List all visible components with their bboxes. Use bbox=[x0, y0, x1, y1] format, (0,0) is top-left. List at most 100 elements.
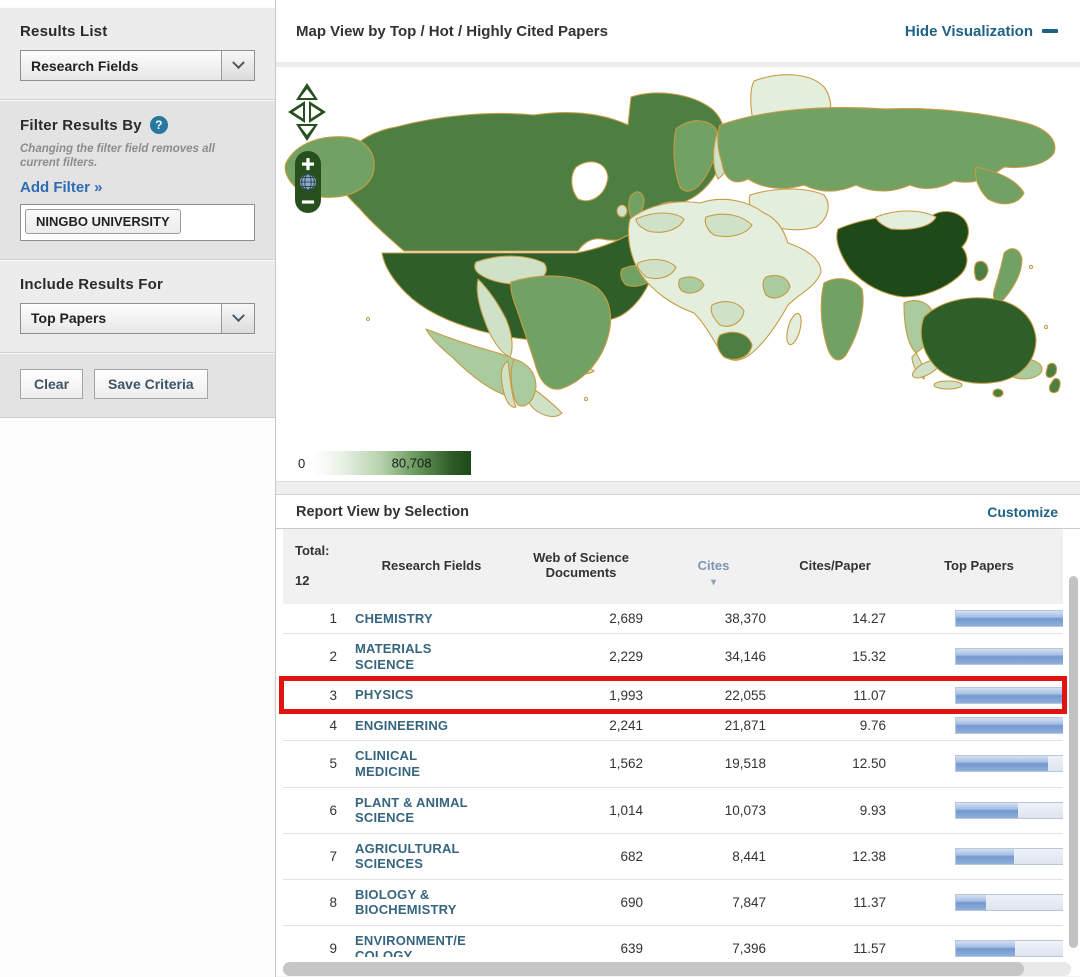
cites-per-paper-value: 12.38 bbox=[775, 832, 895, 880]
column-header-top-papers[interactable]: Top Papers bbox=[895, 529, 1063, 604]
filter-section: Filter Results By ? Changing the filter … bbox=[0, 100, 275, 260]
scale-min-label: 0 bbox=[298, 455, 306, 471]
vertical-scrollbar[interactable] bbox=[1069, 576, 1078, 948]
cites-value: 7,847 bbox=[652, 878, 775, 926]
rank-cell: 1 bbox=[329, 610, 337, 626]
clear-button[interactable]: Clear bbox=[20, 368, 84, 399]
rank-cell: 2 bbox=[283, 633, 353, 680]
table-row: 4 ENGINEERING 2,241 21,871 9.76 bbox=[283, 709, 1063, 741]
cites-per-paper-value: 12.50 bbox=[775, 740, 895, 788]
map-header: Map View by Top / Hot / Highly Cited Pap… bbox=[276, 0, 1080, 67]
table-row: 7 AGRICULTURAL SCIENCES 682 8,441 12.38 bbox=[283, 832, 1063, 880]
report-view-title: Report View by Selection bbox=[296, 503, 469, 520]
chevron-down-icon bbox=[221, 303, 254, 333]
sidebar: Results List Research Fields Filter Resu… bbox=[0, 0, 276, 977]
top-papers-bar bbox=[955, 755, 1063, 773]
results-list-dropdown[interactable]: Research Fields bbox=[20, 50, 255, 81]
table-row: 5 CLINICAL MEDICINE 1,562 19,518 12.50 bbox=[283, 740, 1063, 788]
cites-value: 22,055 bbox=[724, 687, 766, 703]
globe-icon[interactable] bbox=[300, 173, 316, 191]
include-results-section: Include Results For Top Papers bbox=[0, 259, 275, 353]
research-field-link[interactable]: MATERIALS SCIENCE bbox=[355, 641, 432, 672]
rank-cell: 6 bbox=[283, 786, 353, 834]
research-field-link[interactable]: ENGINEERING bbox=[355, 717, 449, 733]
top-papers-bar bbox=[955, 801, 1063, 819]
country-shapes[interactable] bbox=[284, 74, 1061, 418]
horizontal-scrollbar-thumb[interactable] bbox=[283, 962, 1024, 976]
save-criteria-button[interactable]: Save Criteria bbox=[94, 368, 208, 399]
rank-cell: 5 bbox=[283, 740, 353, 788]
wos-documents-value: 2,229 bbox=[510, 633, 652, 680]
map-color-scale: 0 80,708 bbox=[276, 445, 1080, 481]
main-content: Map View by Top / Hot / Highly Cited Pap… bbox=[276, 0, 1080, 977]
rank-cell: 4 bbox=[283, 709, 353, 741]
table-row: 2 MATERIALS SCIENCE 2,229 34,146 15.32 bbox=[283, 633, 1063, 680]
table-row: 8 BIOLOGY & BIOCHEMISTRY 690 7,847 11.37 bbox=[283, 878, 1063, 926]
customize-link[interactable]: Customize bbox=[987, 503, 1058, 520]
help-icon[interactable]: ? bbox=[149, 116, 168, 134]
cites-value: 19,518 bbox=[652, 740, 775, 788]
rank-cell: 7 bbox=[283, 832, 353, 880]
cites-per-paper-value: 15.32 bbox=[775, 633, 895, 680]
research-field-link[interactable]: BIOLOGY & BIOCHEMISTRY bbox=[355, 886, 457, 918]
zoom-in-icon[interactable] bbox=[302, 158, 314, 171]
top-papers-bar bbox=[955, 648, 1063, 666]
report-table-body: 1 CHEMISTRY 2,689 38,370 14.27 2 MATERIALS SCI… bbox=[279, 604, 1067, 957]
report-header: Report View by Selection Customize bbox=[276, 495, 1080, 529]
cites-per-paper-value: 11.57 bbox=[775, 924, 895, 957]
results-list-section: Results List Research Fields bbox=[0, 7, 275, 100]
column-header-wos-documents[interactable]: Web of Science Documents bbox=[510, 529, 652, 604]
report-table: Total: 12 Research Fields Web of Science… bbox=[279, 529, 1067, 957]
include-results-dropdown[interactable]: Top Papers bbox=[20, 302, 255, 334]
cites-value: 7,396 bbox=[652, 924, 775, 957]
research-field-link[interactable]: CHEMISTRY bbox=[355, 610, 433, 626]
zoom-out-icon[interactable] bbox=[302, 200, 314, 204]
actions-section: Clear Save Criteria bbox=[0, 352, 275, 418]
research-field-link[interactable]: CLINICAL MEDICINE bbox=[355, 748, 421, 779]
research-field-link[interactable]: PHYSICS bbox=[355, 687, 414, 703]
horizontal-scrollbar[interactable] bbox=[283, 962, 1071, 976]
collapse-minus-icon bbox=[1042, 29, 1058, 33]
include-results-heading: Include Results For bbox=[20, 275, 163, 293]
hide-visualization-link[interactable]: Hide Visualization bbox=[905, 23, 1058, 40]
cites-value: 38,370 bbox=[724, 610, 766, 626]
add-filter-link[interactable]: Add Filter » bbox=[20, 178, 103, 196]
total-count: 12 bbox=[295, 572, 310, 588]
wos-documents-value: 1,993 bbox=[609, 687, 643, 703]
map-zoom-control[interactable] bbox=[295, 151, 321, 213]
column-header-cites[interactable]: Cites ▾ bbox=[652, 529, 775, 604]
cites-per-paper-value: 9.93 bbox=[775, 786, 895, 834]
cites-per-paper-value: 11.37 bbox=[775, 878, 895, 926]
world-map-visualization[interactable] bbox=[276, 67, 1080, 445]
table-row: 9 ENVIRONMENT/E COLOGY 639 7,396 11.57 bbox=[283, 924, 1063, 957]
table-row: 6 PLANT & ANIMAL SCIENCE 1,014 10,073 9.93 bbox=[283, 786, 1063, 834]
rank-cell: 8 bbox=[283, 878, 353, 926]
research-field-link[interactable]: ENVIRONMENT/E COLOGY bbox=[355, 932, 466, 957]
column-header-research-fields[interactable]: Research Fields bbox=[353, 529, 510, 604]
research-field-link[interactable]: AGRICULTURAL SCIENCES bbox=[355, 840, 460, 872]
cites-per-paper-value: 11.07 bbox=[853, 687, 886, 703]
world-map bbox=[284, 74, 1061, 418]
filter-value-box: NINGBO UNIVERSITY bbox=[20, 203, 255, 241]
scale-gradient-bar: 80,708 bbox=[314, 451, 472, 475]
section-divider bbox=[276, 481, 1080, 495]
top-papers-bar bbox=[955, 847, 1063, 865]
map-view-title: Map View by Top / Hot / Highly Cited Pap… bbox=[296, 22, 608, 40]
rank-cell: 3 bbox=[329, 687, 337, 703]
research-field-link[interactable]: PLANT & ANIMAL SCIENCE bbox=[355, 794, 468, 826]
cites-per-paper-value: 9.76 bbox=[775, 709, 895, 741]
hide-visualization-label: Hide Visualization bbox=[904, 22, 1033, 40]
cites-value: 21,871 bbox=[652, 709, 775, 741]
total-header: Total: 12 bbox=[283, 529, 353, 604]
map-pan-control[interactable] bbox=[288, 83, 326, 141]
filter-tag-ningbo-university[interactable]: NINGBO UNIVERSITY bbox=[25, 208, 181, 234]
column-header-cites-per-paper[interactable]: Cites/Paper bbox=[775, 529, 895, 604]
scale-max-label: 80,708 bbox=[391, 455, 432, 471]
wos-documents-value: 2,689 bbox=[609, 610, 643, 626]
top-papers-bar bbox=[955, 717, 1063, 735]
top-papers-bar bbox=[955, 939, 1063, 957]
top-papers-bar bbox=[955, 609, 1063, 627]
filter-note: Changing the filter field removes all cu… bbox=[20, 143, 215, 170]
sidebar-empty-area bbox=[0, 417, 275, 977]
